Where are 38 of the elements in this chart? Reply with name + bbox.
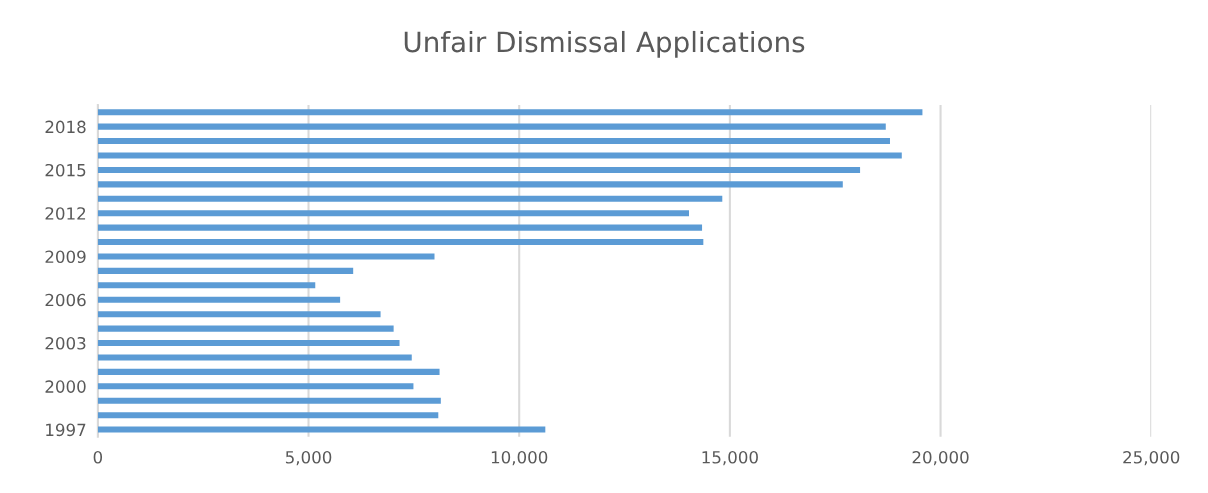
x-tick-label: 10,000 [491, 450, 548, 466]
bar [97, 412, 439, 419]
bar [97, 210, 689, 217]
bar [97, 267, 354, 274]
bar [97, 340, 400, 347]
y-tick-label: 2000 [45, 380, 86, 393]
y-tick-label: 2006 [45, 293, 86, 307]
bar [97, 195, 723, 202]
bar [97, 426, 546, 433]
bar [97, 296, 341, 303]
bar [97, 109, 923, 116]
bar [97, 383, 414, 390]
bar [97, 152, 902, 159]
y-tick-label: 1997 [46, 423, 86, 437]
x-tick-label: 5,000 [285, 450, 332, 466]
bar [97, 224, 703, 231]
chart-title: Unfair Dismissal Applications [404, 30, 805, 58]
bar [97, 397, 441, 404]
x-tick-label: 20,000 [912, 450, 969, 466]
bar [97, 282, 316, 289]
bar [97, 123, 886, 130]
bar [97, 138, 890, 145]
bar [97, 181, 843, 188]
bar [97, 166, 861, 173]
y-tick-label: 2018 [45, 120, 86, 134]
y-tick-label: 2012 [45, 207, 86, 220]
bar [97, 325, 394, 332]
x-tick-label: 25,000 [1123, 450, 1180, 466]
bar [97, 311, 381, 318]
bar [97, 354, 412, 361]
x-tick-label: 15,000 [702, 450, 758, 466]
y-tick-label: 2003 [45, 336, 86, 350]
x-tick-label: 0 [93, 450, 103, 464]
bar [97, 368, 440, 375]
y-tick-label: 2009 [45, 250, 86, 264]
bar [97, 239, 704, 246]
bar [97, 253, 435, 260]
y-tick-label: 2015 [45, 163, 86, 177]
